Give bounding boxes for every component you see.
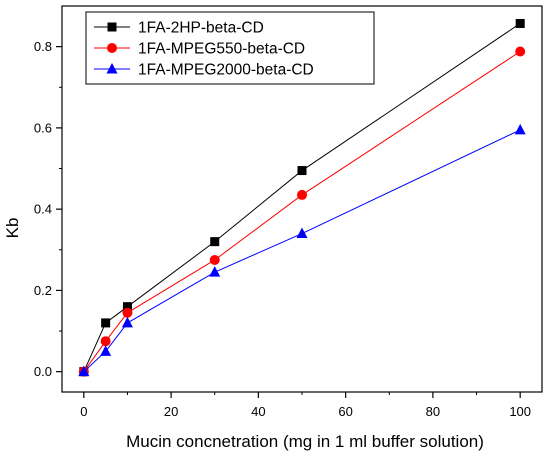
legend-entry: 1FA-MPEG550-beta-CD — [94, 41, 305, 58]
data-point — [100, 336, 111, 347]
data-point — [297, 166, 307, 176]
x-tick-label: 0 — [80, 404, 87, 419]
legend-marker — [106, 63, 118, 74]
data-point — [209, 266, 221, 277]
data-point — [78, 365, 90, 377]
y-tick-label: 0.8 — [34, 39, 52, 54]
series-layer — [78, 18, 526, 377]
legend-marker — [107, 43, 117, 53]
y-tick-label: 0.2 — [34, 283, 52, 298]
data-point — [122, 302, 132, 312]
data-point — [122, 307, 133, 318]
x-tick-label: 20 — [164, 404, 178, 419]
y-axis-ticks: 0.0 0.2 0.4 0.6 0.8 — [34, 39, 62, 379]
x-axis-ticks: 0 20 40 60 80 100 — [80, 392, 531, 419]
y-axis-title: Kb — [3, 218, 22, 239]
x-tick-label: 40 — [251, 404, 265, 419]
series-3 — [78, 123, 526, 377]
x-tick-label: 100 — [509, 404, 531, 419]
data-point — [121, 316, 133, 328]
x-axis-title: Mucin concnetration (mg in 1 ml buffer s… — [126, 432, 484, 451]
series-line — [83, 23, 521, 372]
y-tick-label: 0.0 — [34, 364, 52, 379]
y-tick-label: 0.6 — [34, 120, 52, 135]
x-tick-label: 80 — [426, 404, 440, 419]
data-point — [297, 189, 307, 200]
data-point — [101, 318, 111, 328]
y-tick-label: 0.4 — [34, 202, 52, 217]
legend-entry: 1FA-MPEG2000-beta-CD — [94, 62, 314, 79]
legend-label: 1FA-2HP-beta-CD — [138, 20, 264, 37]
legend-marker — [107, 22, 117, 32]
data-point — [515, 18, 525, 28]
legend: 1FA-2HP-beta-CD 1FA-MPEG550-beta-CD 1FA-MP… — [85, 11, 375, 85]
x-tick-label: 60 — [338, 404, 352, 419]
series-2 — [78, 46, 526, 377]
data-point — [515, 46, 526, 57]
data-point — [209, 254, 220, 265]
data-point — [210, 237, 220, 247]
legend-entry: 1FA-2HP-beta-CD — [94, 20, 264, 37]
data-point — [100, 345, 112, 356]
data-point — [296, 227, 308, 239]
series-line — [83, 51, 521, 372]
legend-label: 1FA-MPEG550-beta-CD — [138, 41, 305, 58]
legend-box — [85, 11, 375, 85]
legend-label: 1FA-MPEG2000-beta-CD — [138, 62, 314, 79]
data-point — [514, 123, 526, 135]
